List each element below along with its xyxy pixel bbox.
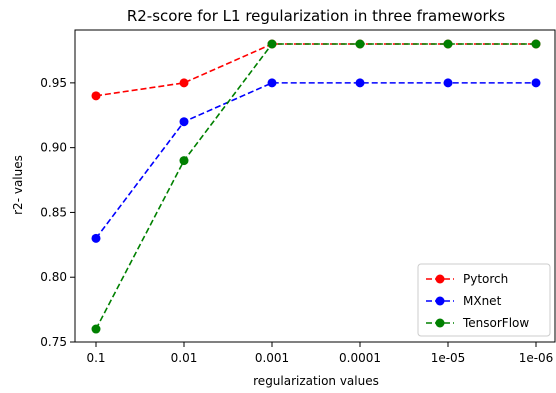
x-axis-label: regularization values — [253, 374, 379, 388]
data-point-pytorch — [179, 78, 189, 88]
y-tick-label: 0.75 — [40, 335, 67, 349]
legend: Pytorch MXnet TensorFlow — [417, 263, 551, 337]
plot-frame — [74, 29, 556, 343]
x-axis: 0.1 0.01 0.001 0.0001 1e-05 1e-06 — [86, 342, 553, 365]
legend-label: Pytorch — [463, 272, 508, 286]
data-point-tensorflow — [443, 39, 453, 49]
x-tick-label: 0.0001 — [339, 351, 381, 365]
legend-label: TensorFlow — [462, 316, 529, 330]
series-line-tensorflow — [95, 43, 536, 330]
data-point-tensorflow — [355, 39, 365, 49]
y-tick-label: 0.85 — [40, 205, 67, 219]
x-tick-label: 0.01 — [171, 351, 198, 365]
x-tick-label: 0.1 — [86, 351, 105, 365]
data-point-mxnet — [531, 78, 541, 88]
chart-title: R2-score for L1 regularization in three … — [127, 7, 506, 25]
y-axis-label: r2- values — [11, 155, 25, 215]
legend-marker — [435, 296, 445, 306]
y-tick-label: 0.95 — [40, 76, 67, 90]
y-tick-label: 0.80 — [40, 270, 67, 284]
legend-marker — [435, 318, 445, 328]
data-point-tensorflow — [91, 324, 101, 334]
data-point-tensorflow — [531, 39, 541, 49]
legend-label: MXnet — [463, 294, 502, 308]
legend-box — [417, 263, 551, 337]
data-point-tensorflow — [179, 156, 189, 166]
data-point-mxnet — [91, 233, 101, 243]
series-line-pytorch — [95, 43, 536, 97]
data-point-tensorflow — [267, 39, 277, 49]
data-point-mxnet — [267, 78, 277, 88]
data-point-mxnet — [355, 78, 365, 88]
plot-area — [74, 29, 556, 343]
series-layer — [91, 39, 541, 334]
y-tick-label: 0.90 — [40, 141, 67, 155]
x-tick-label: 0.001 — [255, 351, 289, 365]
y-axis: 0.75 0.80 0.85 0.90 0.95 — [40, 76, 75, 349]
data-point-mxnet — [179, 117, 189, 127]
data-point-pytorch — [91, 91, 101, 101]
x-tick-label: 1e-05 — [431, 351, 466, 365]
series-line-mxnet — [95, 82, 536, 239]
data-point-mxnet — [443, 78, 453, 88]
legend-marker — [435, 274, 445, 284]
x-tick-label: 1e-06 — [519, 351, 554, 365]
